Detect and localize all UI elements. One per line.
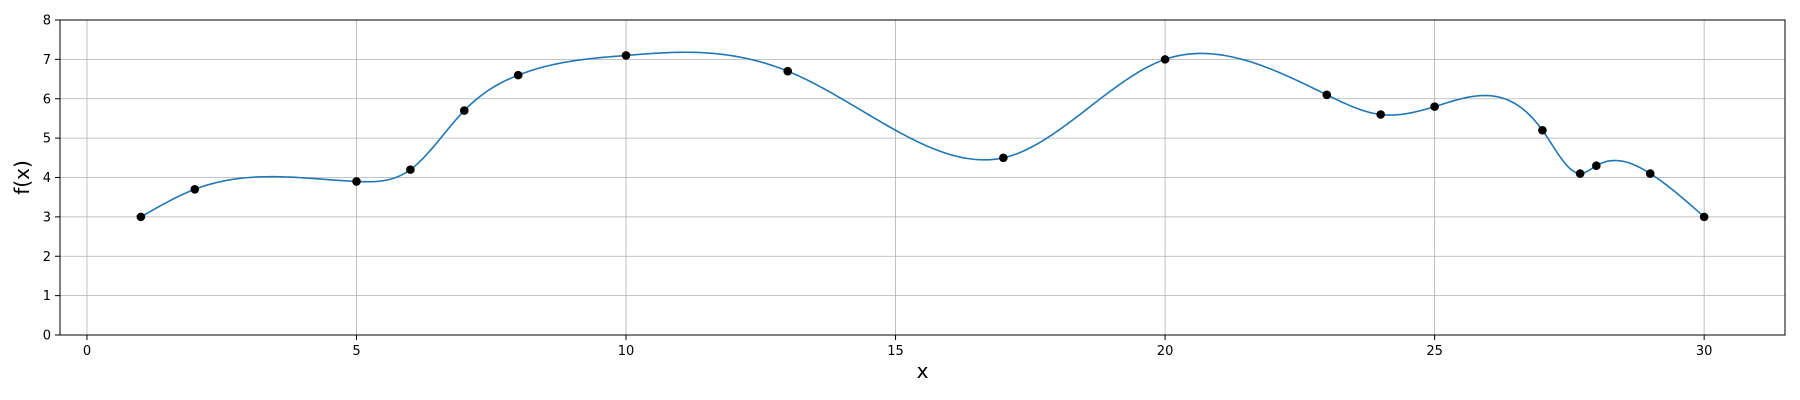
y-axis-label: f(x) [10,160,34,194]
data-point [190,185,200,194]
y-tick-label: 7 [43,53,51,68]
y-tick-label: 6 [43,92,51,107]
data-point [999,153,1008,163]
x-tick-label: 10 [618,344,635,359]
y-tick-label: 1 [43,289,51,304]
y-tick-label: 3 [43,210,51,225]
data-point [513,70,523,80]
scatter-points [136,51,1709,222]
data-point [1699,212,1709,222]
y-tick-label: 0 [43,329,51,344]
x-tick-label: 20 [1157,344,1174,359]
data-point [1322,90,1332,100]
y-tick-label: 2 [43,250,51,265]
data-point [1645,169,1655,178]
x-tick-label: 5 [352,344,360,359]
interpolated-curve [140,51,1705,218]
data-point [1160,55,1170,64]
data-point [1430,102,1439,111]
y-tick-label: 8 [43,14,51,29]
data-point [621,51,631,60]
curve-layer [140,51,1705,218]
data-point [1376,110,1386,119]
data-point [406,165,415,174]
data-point [783,66,793,76]
data-point [459,106,469,115]
data-point [1538,125,1547,135]
data-point [352,177,361,186]
data-point [1575,169,1585,178]
x-axis-label: x [917,359,929,383]
x-tick-label: 25 [1426,344,1443,359]
x-tick-label: 15 [887,344,904,359]
data-point [1592,161,1601,170]
y-tick-label: 4 [43,171,51,186]
x-tick-label: 30 [1696,344,1713,359]
grid-lines [60,19,1785,336]
data-point [136,212,146,222]
x-tick-label: 0 [83,344,91,359]
y-tick-label: 5 [43,132,51,147]
axis-ticks: 0 5 10 15 20 25 30 0 1 2 3 4 5 6 7 8 [43,14,1713,360]
